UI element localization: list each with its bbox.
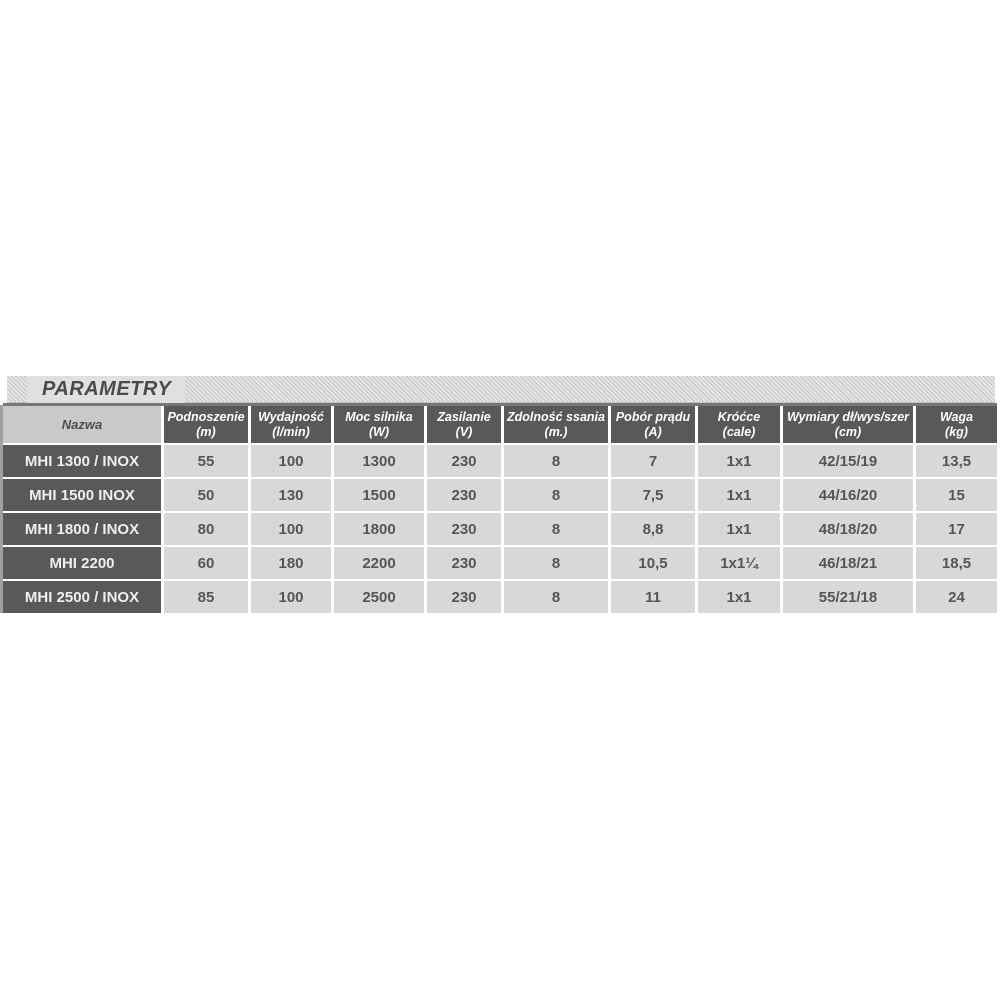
column-header: Moc silnika (W) [334,406,424,443]
column-header: Króćce (cale) [698,406,780,443]
column-header: Wydajność (l/min) [251,406,331,443]
page-title: PARAMETRY [42,378,172,400]
value-cell: 80 [164,513,248,545]
column-header-unit: (A) [644,424,662,439]
table-top-border [3,403,997,406]
column-header-unit: (kg) [945,424,968,439]
parametry-section-bar: PARAMETRY [7,376,995,403]
column-header: Zasilanie (V) [427,406,501,443]
column-header-label: Króćce [717,409,761,424]
value-cell: 85 [164,581,248,613]
column-header: Wymiary dł/wys/szer (cm) [783,406,913,443]
table-body: MHI 1300 / INOX 55 100 1300 230 8 7 1x1 42/15/19… [3,445,997,613]
table-row: MHI 2500 / INOX 85 100 2500 230 8 11 1x1 55/21/1… [3,581,997,613]
value-cell: 44/16/20 [783,479,913,511]
value-cell: 230 [427,581,501,613]
column-header: Waga (kg) [916,406,997,443]
table-row: MHI 1500 INOX 50 130 1500 230 8 7,5 1x1 44/16/20… [3,479,997,511]
column-header-unit: (m.) [544,424,568,439]
value-cell: 8,8 [611,513,695,545]
column-header-unit: (cale) [722,424,756,439]
column-header-label: Podnoszenie [167,409,245,424]
row-name-cell: MHI 1500 INOX [3,479,161,511]
column-header-label: Wydajność [258,409,324,424]
table-row: MHI 1300 / INOX 55 100 1300 230 8 7 1x1 42/15/19… [3,445,997,477]
value-cell: 8 [504,445,608,477]
column-header-label: Moc silnika [345,409,413,424]
table-left-border [0,405,3,613]
value-cell: 15 [916,479,997,511]
column-header-label: Pobór prądu [615,409,691,424]
value-cell: 55 [164,445,248,477]
row-name-cell: MHI 1300 / INOX [3,445,161,477]
column-header-unit: (cm) [834,424,862,439]
value-cell: 8 [504,479,608,511]
value-cell: 48/18/20 [783,513,913,545]
value-cell: 230 [427,513,501,545]
column-header: Pobór prądu (A) [611,406,695,443]
column-header-unit: (l/min) [272,424,310,439]
row-name-cell: MHI 1800 / INOX [3,513,161,545]
value-cell: 100 [251,513,331,545]
value-cell: 1x1 [698,581,780,613]
value-cell: 180 [251,547,331,579]
value-cell: 100 [251,581,331,613]
value-cell: 8 [504,513,608,545]
table-row: MHI 1800 / INOX 80 100 1800 230 8 8,8 1x1 48/18/… [3,513,997,545]
value-cell: 10,5 [611,547,695,579]
value-cell: 1x1 [698,513,780,545]
value-cell: 1800 [334,513,424,545]
column-header-label: Waga [939,409,974,424]
value-cell: 17 [916,513,997,545]
value-cell: 46/18/21 [783,547,913,579]
value-cell: 1x1¼ [698,547,780,579]
column-header-label: Nazwa [61,417,103,432]
column-header: Zdolność ssania (m.) [504,406,608,443]
value-cell: 50 [164,479,248,511]
value-cell: 8 [504,547,608,579]
value-cell: 130 [251,479,331,511]
value-cell: 13,5 [916,445,997,477]
column-header-label: Zdolność ssania [507,409,605,424]
value-cell: 11 [611,581,695,613]
value-cell: 230 [427,445,501,477]
value-cell: 7,5 [611,479,695,511]
value-cell: 1500 [334,479,424,511]
value-cell: 1x1 [698,479,780,511]
column-header-nazwa: Nazwa [3,406,161,443]
value-cell: 55/21/18 [783,581,913,613]
value-cell: 7 [611,445,695,477]
column-header-label: Wymiary dł/wys/szer [786,409,910,424]
column-header-label: Zasilanie [437,409,491,424]
table-row: MHI 2200 60 180 2200 230 8 10,5 1x1¼ 46/18/21 18,… [3,547,997,579]
value-cell: 1x1 [698,445,780,477]
column-header-unit: (W) [368,424,390,439]
value-cell: 230 [427,479,501,511]
spec-table: Nazwa Podnoszenie (m) Wydajność (l/min) Moc s… [0,404,1000,615]
value-cell: 2200 [334,547,424,579]
header-row: Nazwa Podnoszenie (m) Wydajność (l/min) Moc s… [3,406,997,443]
value-cell: 8 [504,581,608,613]
value-cell: 42/15/19 [783,445,913,477]
column-header: Podnoszenie (m) [164,406,248,443]
column-header-unit: (m) [196,424,216,439]
row-name-cell: MHI 2500 / INOX [3,581,161,613]
value-cell: 2500 [334,581,424,613]
section-title-plate: PARAMETRY [27,376,185,403]
spec-table-container: Nazwa Podnoszenie (m) Wydajność (l/min) Moc s… [0,404,1000,615]
value-cell: 230 [427,547,501,579]
value-cell: 100 [251,445,331,477]
value-cell: 60 [164,547,248,579]
value-cell: 18,5 [916,547,997,579]
value-cell: 1300 [334,445,424,477]
row-name-cell: MHI 2200 [3,547,161,579]
column-header-unit: (V) [455,424,473,439]
value-cell: 24 [916,581,997,613]
